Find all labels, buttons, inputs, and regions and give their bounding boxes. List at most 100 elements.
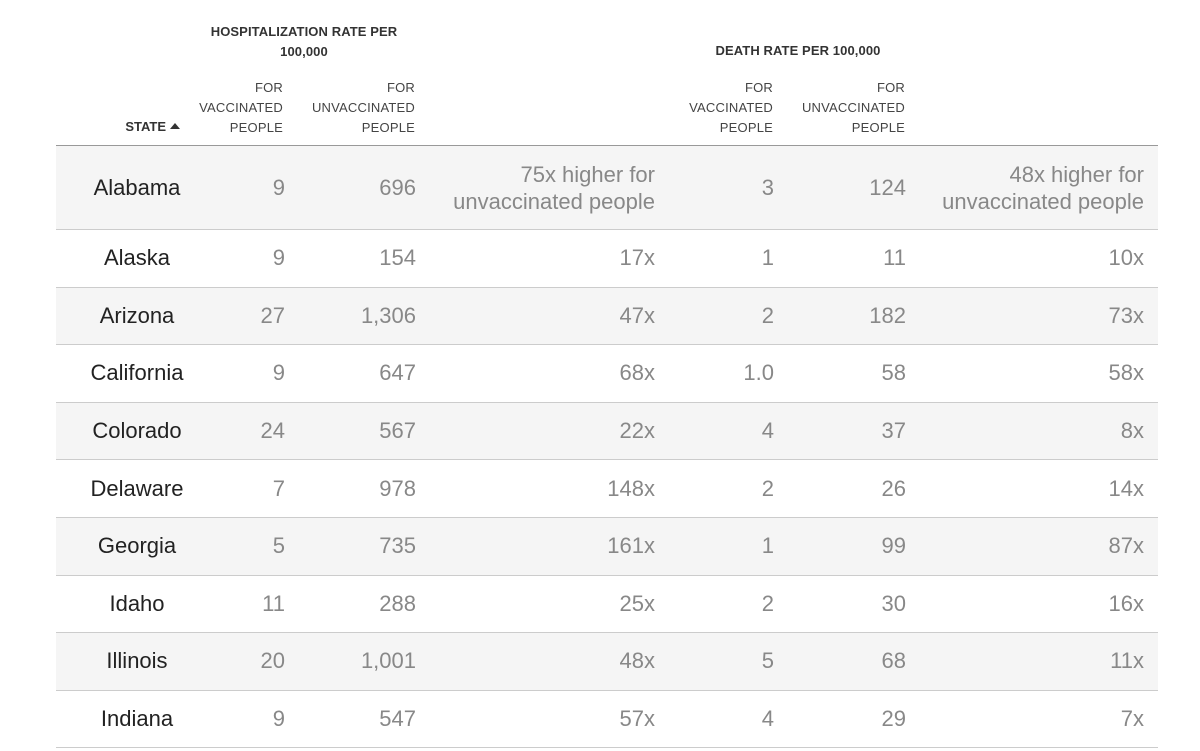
hosp-ratio: 17x: [619, 245, 655, 271]
death-unvaccinated-value: 11: [883, 245, 906, 271]
hosp-unvaccinated-column-header[interactable]: FOR UNVACCINATED PEOPLE: [285, 78, 415, 138]
hosp-unvaccinated-value: 1,001: [360, 648, 416, 674]
death-rate-group-header: DEATH RATE PER 100,000: [715, 43, 881, 58]
state-name: Colorado: [92, 418, 182, 444]
death-vaccinated-column-header[interactable]: FOR VACCINATED PEOPLE: [663, 78, 773, 138]
header-line: VACCINATED: [199, 100, 283, 115]
death-unvaccinated-value: 99: [881, 533, 906, 559]
state-name: Indiana: [100, 706, 174, 732]
state-name: Delaware: [90, 475, 184, 501]
hospitalization-rate-group-header: HOSPITALIZATION RATE PER 100,000: [210, 24, 398, 59]
hosp-ratio: 148x: [607, 475, 655, 501]
hosp-ratio: 75x higher for unvaccinated people: [453, 161, 655, 214]
death-vaccinated-value: 2: [761, 590, 774, 616]
table-row: Delaware 7 978 148x 2 26 14x: [56, 460, 1158, 518]
table-row: Colorado 24 567 22x 4 37 8x: [56, 402, 1158, 461]
death-unvaccinated-value: 124: [869, 174, 906, 200]
hosp-ratio: 48x: [619, 648, 655, 674]
death-ratio: 10x: [1108, 245, 1144, 271]
death-unvaccinated-column-header[interactable]: FOR UNVACCINATED PEOPLE: [775, 78, 905, 138]
hosp-unvaccinated-value: 647: [379, 360, 416, 386]
death-ratio: 16x: [1108, 590, 1144, 616]
death-unvaccinated-value: 30: [881, 590, 906, 616]
header-line: FOR: [744, 80, 773, 95]
death-ratio: 48x higher for unvaccinated people: [942, 161, 1144, 214]
header-line: FOR: [254, 80, 283, 95]
hosp-vaccinated-value: 20: [260, 648, 285, 674]
header-line: UNVACCINATED: [311, 100, 415, 115]
state-name: Georgia: [97, 533, 177, 559]
hosp-vaccinated-value: 9: [272, 174, 285, 200]
death-ratio: 73x: [1108, 302, 1144, 328]
death-unvaccinated-value: 37: [881, 418, 906, 444]
header-line: VACCINATED: [689, 100, 773, 115]
state-name: Idaho: [109, 590, 165, 616]
death-vaccinated-value: 5: [761, 648, 774, 674]
state-name: Arizona: [99, 302, 175, 328]
hosp-unvaccinated-value: 567: [379, 418, 416, 444]
table-row: Illinois 20 1,001 48x 5 68 11x: [56, 633, 1158, 691]
table-row: Arizona 27 1,306 47x 2 182 73x: [56, 287, 1158, 346]
header-line: PEOPLE: [229, 120, 283, 135]
table-row: Georgia 5 735 161x 1 99 87x: [56, 517, 1158, 576]
header-divider: [56, 145, 1158, 146]
hosp-unvaccinated-value: 154: [379, 245, 416, 271]
death-vaccinated-value: 3: [761, 174, 774, 200]
death-ratio: 58x: [1108, 360, 1144, 386]
header-line: PEOPLE: [851, 120, 905, 135]
table-row: California 9 647 68x 1.0 58 58x: [56, 345, 1158, 403]
header-line: PEOPLE: [719, 120, 773, 135]
death-vaccinated-value: 2: [761, 302, 774, 328]
table-row: Idaho 11 288 25x 2 30 16x: [56, 575, 1158, 634]
header-line: FOR: [876, 80, 905, 95]
hosp-unvaccinated-value: 978: [379, 475, 416, 501]
hosp-vaccinated-value: 7: [272, 475, 285, 501]
death-vaccinated-value: 1: [761, 533, 774, 559]
hosp-unvaccinated-value: 1,306: [360, 302, 416, 328]
death-vaccinated-value: 2: [761, 475, 774, 501]
death-vaccinated-value: 1: [761, 245, 774, 271]
death-vaccinated-value: 4: [761, 706, 774, 732]
death-vaccinated-value: 4: [761, 418, 774, 444]
death-ratio: 87x: [1108, 533, 1144, 559]
state-name: Illinois: [106, 648, 168, 674]
death-unvaccinated-value: 26: [881, 475, 906, 501]
hosp-vaccinated-value: 9: [272, 706, 285, 732]
hosp-vaccinated-value: 9: [272, 245, 285, 271]
table-row: Indiana 9 547 57x 4 29 7x: [56, 690, 1158, 749]
state-column-header[interactable]: STATE: [125, 117, 180, 137]
state-name: Alabama: [93, 174, 181, 200]
state-name: California: [90, 360, 184, 386]
hosp-ratio: 161x: [607, 533, 655, 559]
hosp-vaccinated-value: 9: [272, 360, 285, 386]
table-row: Alaska 9 154 17x 1 11 10x: [56, 230, 1158, 288]
table-row: Alabama 9 696 75x higher for unvaccinate…: [56, 146, 1158, 230]
header-line: UNVACCINATED: [801, 100, 905, 115]
header-line: PEOPLE: [361, 120, 415, 135]
death-vaccinated-value: 1.0: [743, 360, 774, 386]
hosp-vaccinated-value: 11: [262, 590, 285, 616]
hosp-ratio: 25x: [619, 590, 655, 616]
sort-up-triangle-icon: [170, 123, 180, 129]
death-unvaccinated-value: 58: [881, 360, 906, 386]
header-line: FOR: [386, 80, 415, 95]
death-ratio: 8x: [1120, 418, 1144, 444]
death-unvaccinated-value: 182: [869, 302, 906, 328]
death-ratio: 7x: [1120, 706, 1144, 732]
hosp-vaccinated-value: 27: [260, 302, 285, 328]
hosp-vaccinated-column-header[interactable]: FOR VACCINATED PEOPLE: [173, 78, 283, 138]
state-table-body: Alabama 9 696 75x higher for unvaccinate…: [56, 146, 1158, 749]
state-header-label: STATE: [125, 119, 166, 134]
hosp-ratio: 57x: [619, 706, 655, 732]
hosp-unvaccinated-value: 735: [379, 533, 416, 559]
hosp-vaccinated-value: 24: [260, 418, 285, 444]
death-ratio: 14x: [1108, 475, 1144, 501]
death-unvaccinated-value: 68: [881, 648, 906, 674]
hosp-unvaccinated-value: 288: [379, 590, 416, 616]
death-ratio: 11x: [1110, 648, 1144, 674]
state-name: Alaska: [103, 245, 171, 271]
hosp-ratio: 68x: [619, 360, 655, 386]
hosp-unvaccinated-value: 696: [379, 174, 416, 200]
hosp-unvaccinated-value: 547: [379, 706, 416, 732]
hosp-vaccinated-value: 5: [272, 533, 285, 559]
